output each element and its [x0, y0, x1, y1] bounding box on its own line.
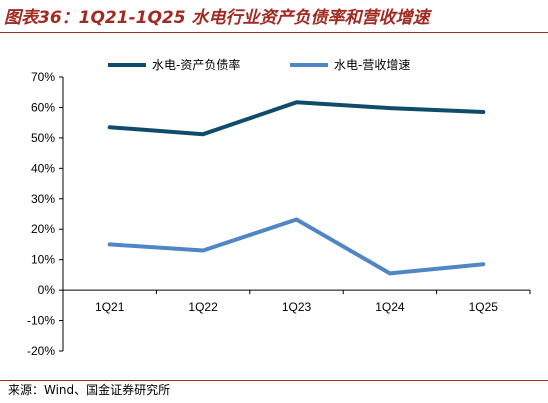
chart-title: 图表36：1Q21-1Q25 水电行业资产负债率和营收增速: [4, 8, 430, 28]
x-tick-label: 1Q24: [375, 300, 405, 314]
y-tick-label: 60%: [31, 100, 55, 114]
y-tick-label: 20%: [31, 222, 55, 236]
x-tick-label: 1Q23: [282, 300, 312, 314]
y-axis: -20% -10% 0% 10% 20% 30% 40% 50% 60% 70%: [27, 70, 64, 358]
legend-label-series-2: 水电-营收增速: [334, 58, 410, 72]
y-tick-label: 0%: [38, 283, 56, 297]
x-axis: 1Q21 1Q22 1Q23 1Q24 1Q25: [62, 289, 531, 314]
y-tick-label: 50%: [31, 131, 55, 145]
x-tick-label: 1Q25: [469, 300, 499, 314]
y-tick-label: 70%: [31, 70, 55, 84]
source-note: 来源：Wind、国金证券研究所: [8, 383, 171, 397]
legend: 水电-资产负债率 水电-营收增速: [108, 57, 410, 72]
y-tick-label: 30%: [31, 192, 55, 206]
y-tick-label: 40%: [31, 161, 55, 175]
line-chart: 水电-资产负债率 水电-营收增速 -20% -10% 0% 10% 20% 30% 40% 5…: [27, 57, 531, 358]
y-tick-label: 10%: [31, 253, 55, 267]
y-tick-label: -10%: [27, 314, 55, 328]
x-tick-label: 1Q21: [95, 300, 125, 314]
plot-area: [107, 100, 486, 276]
x-tick-label: 1Q22: [188, 300, 218, 314]
series-line-2: [107, 217, 486, 276]
title-divider: [0, 32, 548, 33]
footer-divider: [0, 380, 548, 381]
legend-label-series-1: 水电-资产负债率: [152, 57, 240, 72]
y-tick-label: -20%: [27, 344, 55, 358]
series-line-1: [107, 100, 486, 137]
